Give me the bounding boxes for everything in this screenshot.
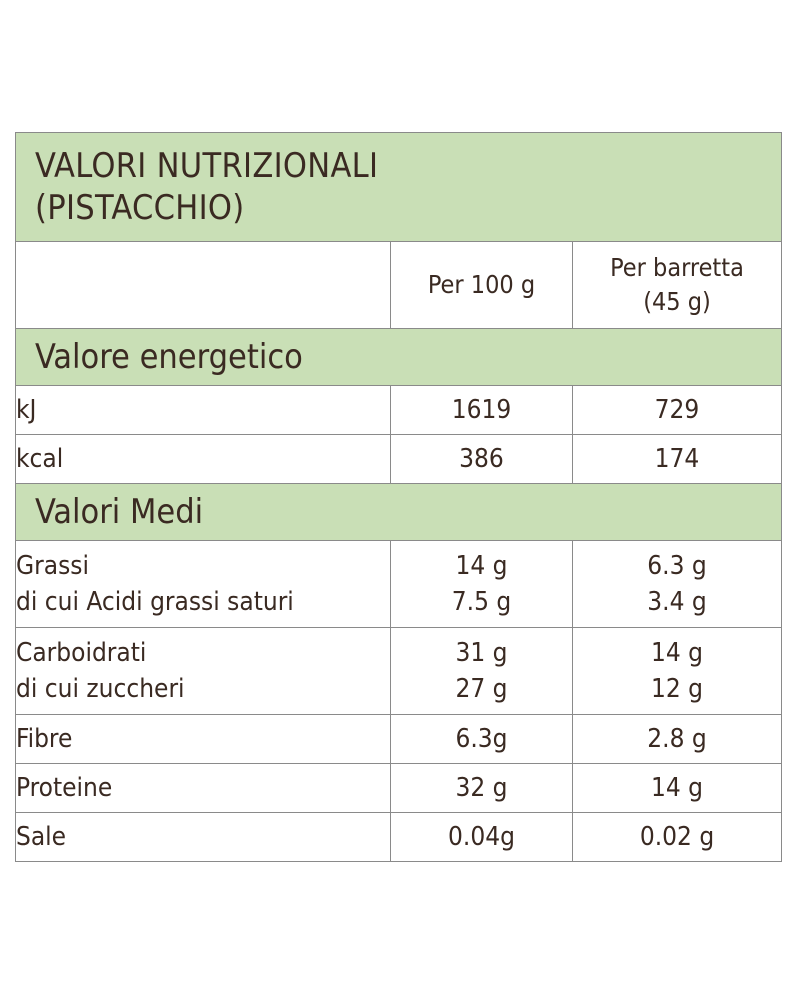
section-energy-row: Valore energetico (15, 328, 782, 386)
row-label: Carboidrati di cui zuccheri (15, 627, 391, 715)
table-row: Sale 0.04g 0.02 g (15, 812, 782, 862)
value-per-100g: 31 g 27 g (390, 627, 573, 715)
row-label: Fibre (15, 714, 391, 764)
row-label: Proteine (15, 763, 391, 813)
value-per-bar: 174 (572, 434, 782, 484)
fats-per-100g: 14 g (455, 551, 508, 581)
table-row: kJ 1619 729 (15, 385, 782, 435)
table-row: Fibre 6.3g 2.8 g (15, 714, 782, 764)
table-title: VALORI NUTRIZIONALI (PISTACCHIO) (15, 132, 782, 242)
header-empty-cell (15, 241, 391, 329)
row-label: Sale (15, 812, 391, 862)
value-per-bar: 0.02 g (572, 812, 782, 862)
value-per-100g: 6.3g (390, 714, 573, 764)
value-per-100g: 386 (390, 434, 573, 484)
table-row: kcal 386 174 (15, 434, 782, 484)
fats-per-bar: 6.3 g (647, 551, 707, 581)
title-line-2: (PISTACCHIO) (35, 188, 245, 228)
value-per-bar: 729 (572, 385, 782, 435)
carbs-per-bar: 14 g (650, 638, 704, 668)
title-line-1: VALORI NUTRIZIONALI (35, 146, 379, 186)
value-per-100g: 14 g 7.5 g (390, 540, 573, 628)
table-row: Proteine 32 g 14 g (15, 763, 782, 813)
nutrition-table: VALORI NUTRIZIONALI (PISTACCHIO) Per 100… (15, 132, 782, 862)
value-per-bar: 2.8 g (572, 714, 782, 764)
row-label: kJ (15, 385, 391, 435)
row-label: Grassi di cui Acidi grassi saturi (15, 540, 391, 628)
value-per-bar: 14 g (572, 763, 782, 813)
value-per-100g: 1619 (390, 385, 573, 435)
saturated-fats-per-100g: 7.5 g (451, 587, 512, 617)
header-per-bar-line2: (45 g) (643, 287, 711, 316)
sugars-per-bar: 12 g (650, 674, 704, 704)
header-per-bar-line1: Per barretta (610, 253, 744, 282)
section-averages-row: Valori Medi (15, 483, 782, 541)
value-per-100g: 0.04g (390, 812, 573, 862)
column-header-row: Per 100 g Per barretta (45 g) (15, 241, 782, 329)
value-per-bar: 6.3 g 3.4 g (572, 540, 782, 628)
fats-label: Grassi (16, 551, 89, 581)
sugars-per-100g: 27 g (455, 674, 508, 704)
section-averages-heading: Valori Medi (15, 483, 782, 541)
section-energy-heading: Valore energetico (15, 328, 782, 386)
carbs-label: Carboidrati (16, 638, 147, 668)
value-per-bar: 14 g 12 g (572, 627, 782, 715)
saturated-fats-label: di cui Acidi grassi saturi (16, 587, 294, 617)
table-row: Carboidrati di cui zuccheri 31 g 27 g 14… (15, 627, 782, 715)
title-row: VALORI NUTRIZIONALI (PISTACCHIO) (15, 132, 782, 242)
sugars-label: di cui zuccheri (16, 674, 185, 704)
table-row: Grassi di cui Acidi grassi saturi 14 g 7… (15, 540, 782, 628)
carbs-per-100g: 31 g (455, 638, 508, 668)
row-label: kcal (15, 434, 391, 484)
header-per-100g: Per 100 g (390, 241, 573, 329)
saturated-fats-per-bar: 3.4 g (647, 587, 707, 617)
value-per-100g: 32 g (390, 763, 573, 813)
header-per-bar: Per barretta (45 g) (572, 241, 782, 329)
